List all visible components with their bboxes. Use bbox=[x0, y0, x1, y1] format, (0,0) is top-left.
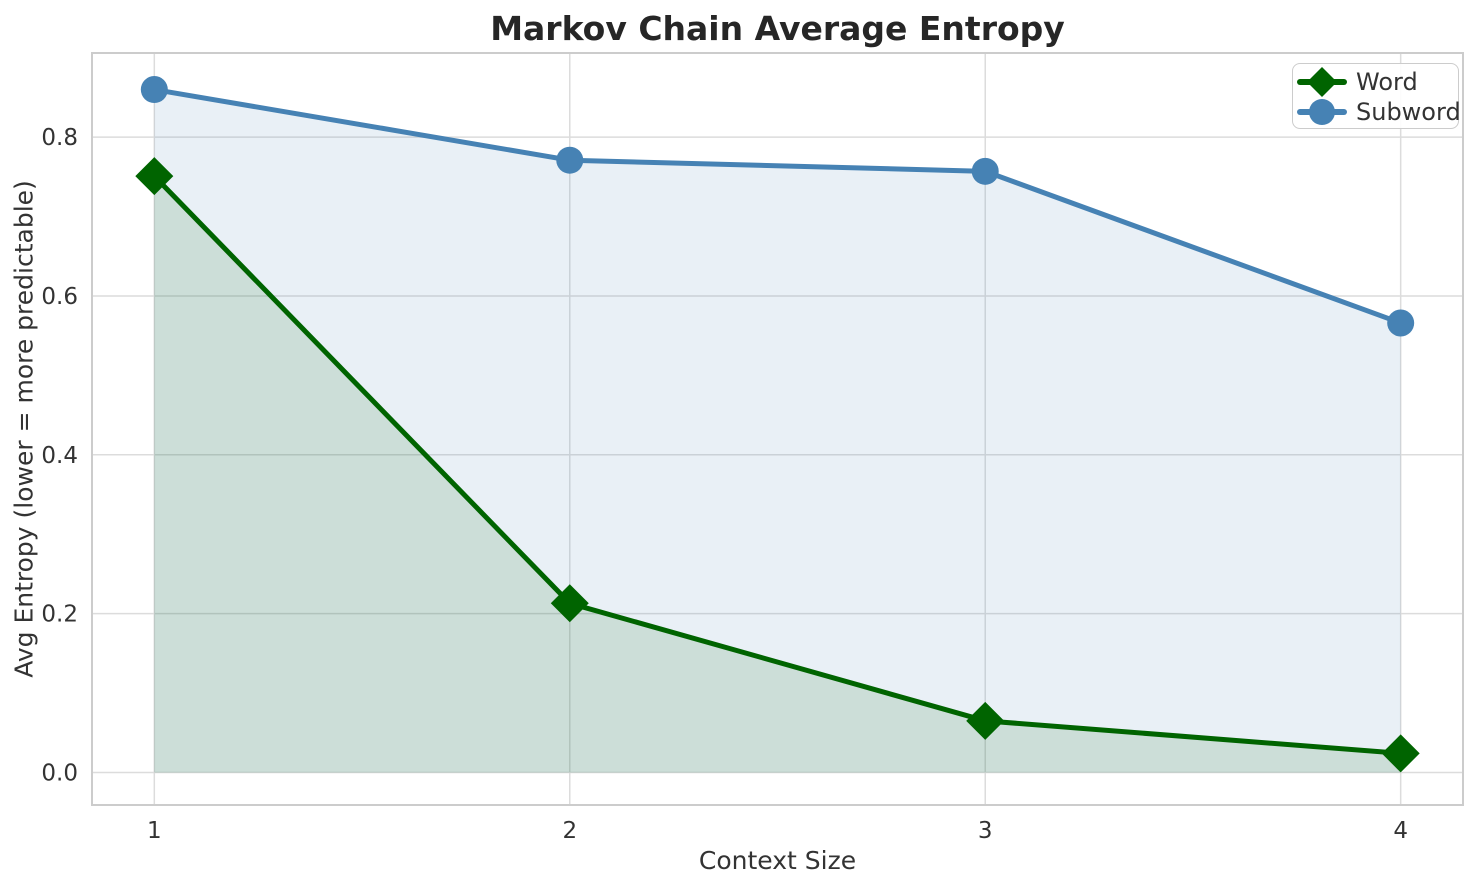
word-series-marker-icon bbox=[1297, 67, 1347, 97]
legend-item-subword: Subword bbox=[1297, 97, 1461, 127]
x-axis-label: Context Size bbox=[698, 846, 857, 875]
svg-text:0.0: 0.0 bbox=[41, 760, 78, 786]
legend-label-subword: Subword bbox=[1356, 98, 1461, 126]
subword-series-marker-icon bbox=[1297, 99, 1347, 125]
svg-text:2: 2 bbox=[562, 818, 577, 844]
svg-text:3: 3 bbox=[978, 818, 993, 844]
svg-text:0.6: 0.6 bbox=[41, 284, 78, 310]
svg-text:1: 1 bbox=[147, 818, 162, 844]
legend: Word Subword bbox=[1292, 63, 1461, 129]
legend-item-word: Word bbox=[1297, 67, 1448, 97]
svg-text:0.8: 0.8 bbox=[41, 125, 78, 151]
svg-text:0.2: 0.2 bbox=[41, 602, 78, 628]
chart-title: Markov Chain Average Entropy bbox=[490, 9, 1065, 48]
legend-label-word: Word bbox=[1356, 68, 1418, 96]
svg-text:4: 4 bbox=[1393, 818, 1408, 844]
y-axis-label: Avg Entropy (lower = more predictable) bbox=[9, 180, 39, 678]
svg-text:0.4: 0.4 bbox=[41, 443, 78, 469]
